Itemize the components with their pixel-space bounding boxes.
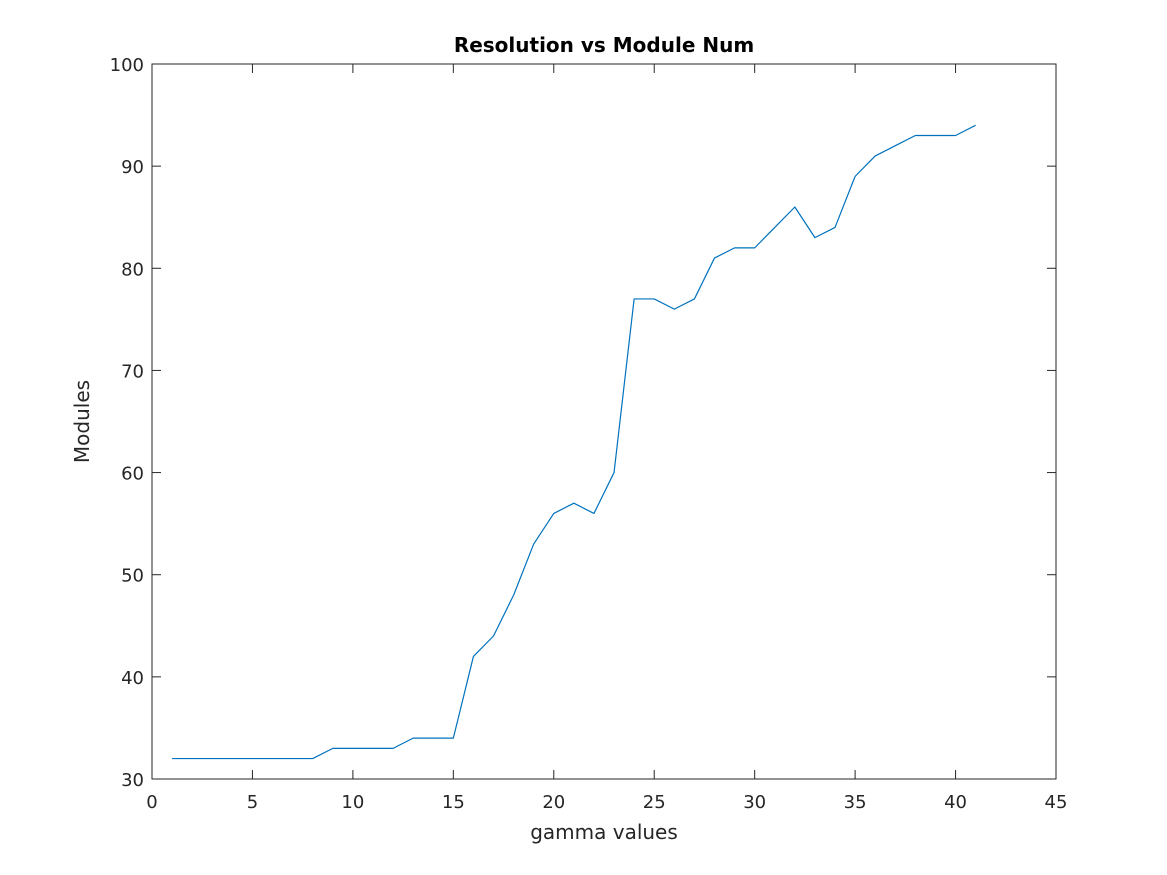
- y-tick-label: 60: [121, 464, 144, 485]
- x-axis-title: gamma values: [530, 820, 678, 844]
- y-tick-label: 30: [121, 770, 144, 791]
- series-layer: [172, 124, 976, 760]
- plot-frame: [151, 63, 1057, 780]
- x-tick-label: 10: [341, 792, 364, 813]
- ticks-layer: 0 5 10 15 20 25 30 35 40 45 30 40 50 60 70 80 90 100: [110, 55, 1068, 813]
- plot-area: [152, 64, 1056, 779]
- x-tick-label: 40: [944, 792, 967, 813]
- y-tick-label: 80: [121, 259, 144, 280]
- x-tick-label: 45: [1045, 792, 1068, 813]
- chart-title: Resolution vs Module Num: [454, 33, 754, 57]
- x-tick-label: 30: [743, 792, 766, 813]
- x-tick-label: 15: [442, 792, 465, 813]
- x-tick-label: 25: [643, 792, 666, 813]
- x-tick-label: 0: [146, 792, 157, 813]
- y-tick-label: 70: [121, 361, 144, 382]
- y-tick-label: 90: [121, 157, 144, 178]
- x-tick-label: 5: [247, 792, 258, 813]
- series-line-1: [172, 124, 976, 760]
- y-tick-label: 40: [121, 668, 144, 689]
- x-tick-label: 20: [542, 792, 565, 813]
- y-tick-label: 100: [110, 55, 144, 76]
- y-axis-title: Modules: [70, 380, 94, 463]
- x-tick-label: 35: [844, 792, 867, 813]
- y-tick-label: 50: [121, 566, 144, 587]
